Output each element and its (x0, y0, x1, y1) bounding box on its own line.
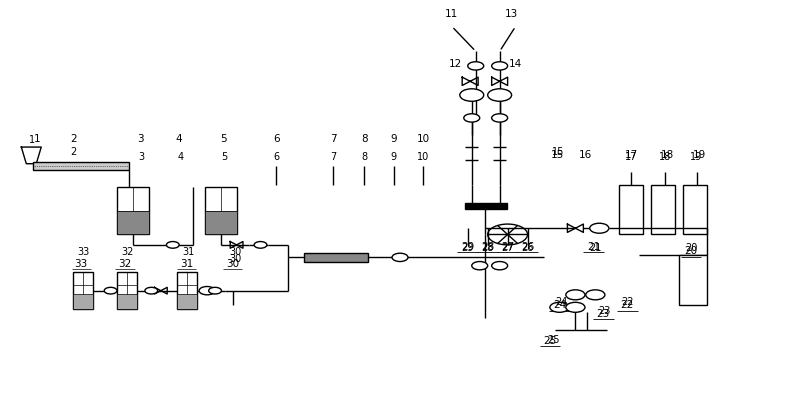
Text: 16: 16 (579, 150, 592, 160)
Text: 4: 4 (175, 134, 182, 144)
Text: 21: 21 (587, 242, 600, 252)
Text: 5: 5 (220, 134, 226, 144)
Text: 1: 1 (34, 134, 41, 144)
Text: 31: 31 (182, 247, 195, 257)
Text: 33: 33 (78, 247, 90, 257)
Text: 31: 31 (180, 259, 193, 269)
Bar (205, 210, 237, 235)
Circle shape (566, 303, 585, 312)
Text: 10: 10 (417, 152, 430, 162)
Circle shape (104, 287, 117, 294)
Text: 30: 30 (229, 247, 241, 257)
Text: 23: 23 (597, 308, 610, 318)
Bar (679, 255, 707, 305)
Text: 19: 19 (692, 150, 706, 160)
Text: 32: 32 (121, 247, 134, 257)
Circle shape (464, 114, 480, 122)
Circle shape (586, 290, 605, 300)
Text: 2: 2 (70, 147, 76, 158)
Bar (73, 295, 93, 309)
Bar (117, 272, 137, 309)
Bar (205, 186, 237, 235)
Bar (117, 295, 137, 309)
Bar (177, 272, 197, 309)
Text: 7: 7 (330, 152, 336, 162)
Text: 1: 1 (29, 135, 34, 145)
Bar (683, 184, 707, 235)
Text: 21: 21 (589, 243, 602, 253)
Bar (466, 203, 507, 210)
Text: 12: 12 (449, 59, 462, 69)
Circle shape (166, 241, 179, 248)
Text: 14: 14 (509, 59, 522, 69)
Circle shape (472, 261, 488, 270)
Circle shape (550, 303, 569, 312)
Bar (117, 186, 149, 235)
Text: 8: 8 (361, 134, 367, 144)
Text: 6: 6 (274, 152, 279, 162)
Text: 24: 24 (556, 297, 568, 307)
Circle shape (254, 241, 267, 248)
Bar (117, 210, 149, 235)
Text: 11: 11 (445, 9, 458, 19)
Text: 9: 9 (390, 152, 397, 162)
Text: 15: 15 (552, 147, 564, 158)
Text: 17: 17 (625, 150, 638, 160)
Text: 28: 28 (482, 243, 494, 253)
Circle shape (392, 253, 408, 261)
Text: 7: 7 (330, 134, 336, 144)
Text: 8: 8 (361, 152, 367, 162)
Text: 25: 25 (548, 335, 560, 345)
Circle shape (199, 287, 215, 295)
Text: 15: 15 (550, 150, 564, 160)
Text: 3: 3 (138, 134, 144, 144)
Text: 20: 20 (685, 246, 698, 256)
Text: 33: 33 (74, 259, 88, 269)
Circle shape (468, 62, 484, 70)
Circle shape (492, 114, 508, 122)
Text: 32: 32 (118, 259, 131, 269)
Text: 30: 30 (226, 259, 239, 269)
Circle shape (488, 89, 512, 101)
Text: 9: 9 (390, 134, 397, 144)
Text: 26: 26 (521, 242, 534, 252)
Circle shape (460, 89, 484, 101)
Circle shape (492, 62, 508, 70)
Text: 26: 26 (522, 243, 534, 253)
Bar (73, 272, 93, 309)
Circle shape (209, 287, 222, 294)
Text: 25: 25 (543, 336, 557, 346)
Text: 30: 30 (229, 253, 241, 264)
Text: 29: 29 (462, 243, 474, 253)
Circle shape (590, 223, 609, 233)
Bar (619, 184, 643, 235)
Circle shape (492, 261, 508, 270)
Bar (651, 184, 675, 235)
Text: 5: 5 (222, 152, 228, 162)
Text: 20: 20 (685, 243, 697, 253)
Text: 28: 28 (481, 242, 494, 252)
Text: 27: 27 (501, 242, 514, 252)
Text: 29: 29 (461, 242, 474, 252)
Text: 6: 6 (273, 134, 280, 144)
Text: 18: 18 (658, 152, 671, 162)
Text: 22: 22 (621, 300, 634, 310)
Text: 27: 27 (502, 243, 514, 253)
Text: 22: 22 (621, 297, 634, 307)
Circle shape (566, 290, 585, 300)
Text: 18: 18 (661, 150, 674, 160)
Bar (34, 162, 129, 170)
Text: 13: 13 (505, 9, 518, 19)
Bar (304, 253, 368, 261)
Text: 17: 17 (625, 152, 638, 162)
Circle shape (145, 287, 158, 294)
Text: 10: 10 (417, 134, 430, 144)
Text: 4: 4 (178, 152, 184, 162)
Text: 23: 23 (598, 305, 611, 316)
Text: 24: 24 (553, 300, 566, 310)
Text: 2: 2 (70, 134, 77, 144)
Text: 19: 19 (690, 152, 702, 162)
Text: 3: 3 (138, 152, 144, 162)
Bar (177, 295, 197, 309)
